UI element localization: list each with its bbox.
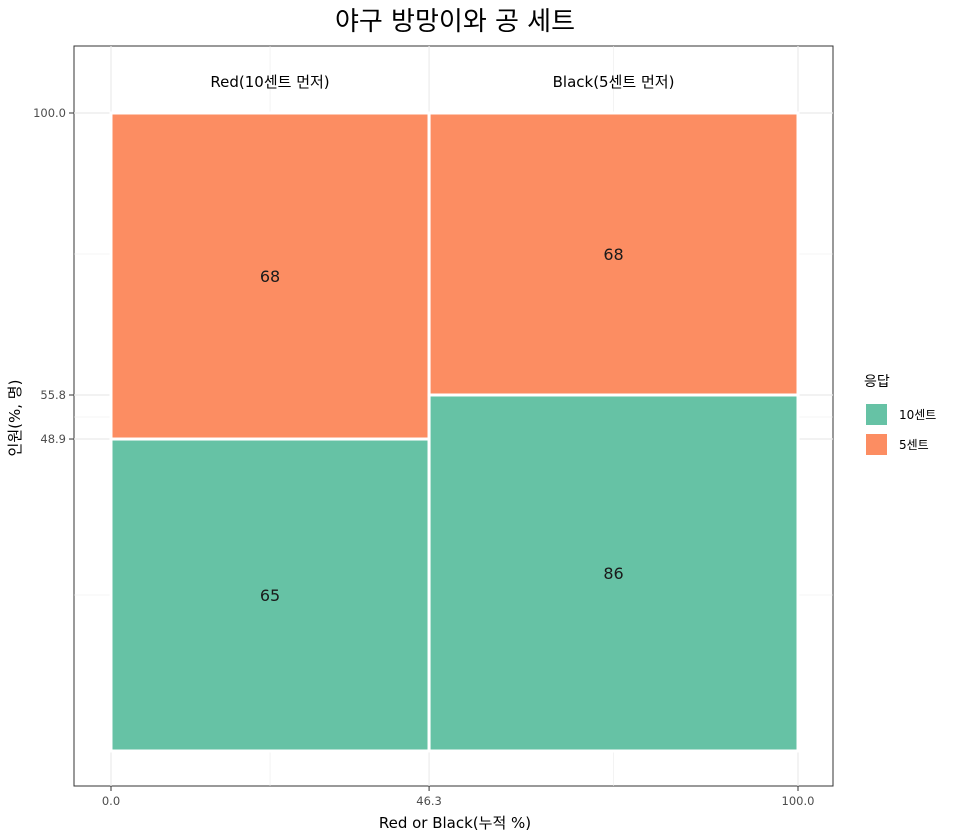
legend-title: 응답 [864,374,890,390]
y-tick-label: 55.8 [40,388,66,402]
legend: 응답 10센트 5센트 [864,374,936,455]
x-tick-label: 0.0 [102,794,120,808]
legend-label: 10센트 [899,408,936,422]
column-labels: Red(10센트 먼저) Black(5센트 먼저) [210,73,674,91]
cell-count-label: 68 [603,245,623,264]
mosaic-cell [427,111,800,397]
legend-swatch [866,404,887,425]
legend-label: 5센트 [899,438,929,452]
column-label: Black(5센트 먼저) [553,73,675,91]
legend-swatch [866,434,887,455]
mosaic-cell [427,393,800,753]
y-axis-ticks: 48.9 55.8 100.0 [33,106,74,446]
y-tick-label: 100.0 [33,106,66,120]
mosaic-cells [109,111,800,753]
mosaic-cell [109,437,431,753]
cell-count-label: 65 [260,586,280,605]
column-label: Red(10센트 먼저) [210,73,329,91]
x-axis-ticks: 0.0 46.3 100.0 [102,786,815,808]
data-labels: 65 68 86 68 [260,245,624,605]
mosaic-cell [109,111,431,441]
x-axis-title: Red or Black(누적 %) [379,814,531,832]
cell-count-label: 86 [603,564,623,583]
y-tick-label: 48.9 [40,432,66,446]
chart-title: 야구 방망이와 공 세트 [335,7,575,37]
cell-count-label: 68 [260,267,280,286]
x-tick-label: 46.3 [416,794,442,808]
y-axis-title: 인원(%, 명) [6,380,24,457]
x-tick-label: 100.0 [782,794,815,808]
